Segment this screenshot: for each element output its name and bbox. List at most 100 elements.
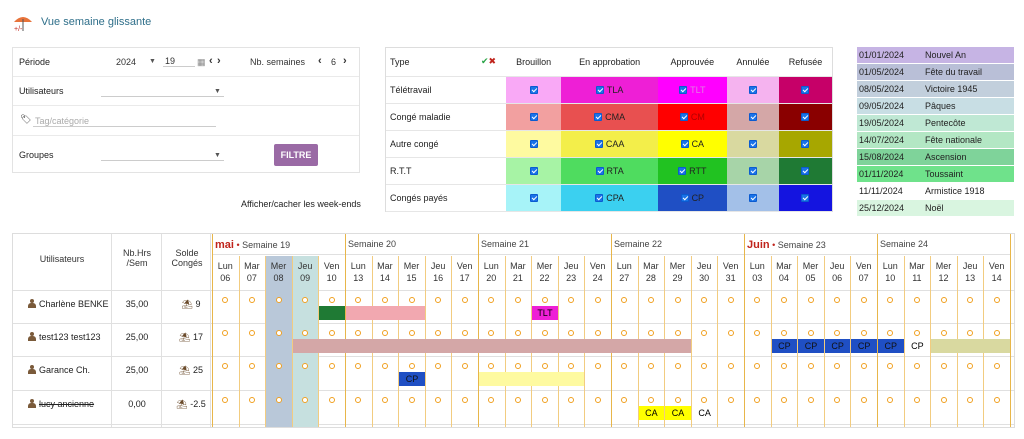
draft-checkbox[interactable]	[529, 166, 538, 175]
availability-dot[interactable]	[701, 330, 708, 336]
availability-dot[interactable]	[993, 330, 1000, 336]
pending-checkbox[interactable]	[594, 112, 603, 121]
availability-dot[interactable]	[461, 363, 468, 369]
availability-dot[interactable]	[302, 363, 309, 369]
availability-dot[interactable]	[727, 297, 734, 303]
pending-checkbox[interactable]	[595, 193, 604, 202]
check-icon[interactable]: ✔	[480, 56, 489, 67]
availability-dot[interactable]	[435, 397, 442, 403]
availability-dot[interactable]	[541, 330, 548, 336]
availability-dot[interactable]	[674, 363, 681, 369]
user-name[interactable]: lucy ancienne	[28, 399, 94, 409]
availability-dot[interactable]	[302, 330, 309, 336]
availability-dot[interactable]	[302, 397, 309, 403]
availability-dot[interactable]	[222, 397, 229, 403]
availability-dot[interactable]	[514, 397, 521, 403]
availability-dot[interactable]	[594, 297, 601, 303]
availability-dot[interactable]	[701, 397, 708, 403]
availability-dot[interactable]	[355, 297, 362, 303]
nb-weeks-increment-icon[interactable]: ›	[343, 55, 347, 67]
availability-dot[interactable]	[408, 297, 415, 303]
availability-dot[interactable]	[328, 397, 335, 403]
availability-dot[interactable]	[275, 330, 282, 336]
availability-dot[interactable]	[860, 330, 867, 336]
availability-dot[interactable]	[302, 297, 309, 303]
availability-dot[interactable]	[328, 297, 335, 303]
cancelled-checkbox[interactable]	[748, 139, 757, 148]
availability-dot[interactable]	[248, 297, 255, 303]
leave-bar[interactable]: CP	[399, 372, 425, 386]
availability-dot[interactable]	[488, 363, 495, 369]
availability-dot[interactable]	[913, 297, 920, 303]
availability-dot[interactable]	[887, 363, 894, 369]
availability-dot[interactable]	[621, 330, 628, 336]
availability-dot[interactable]	[967, 330, 974, 336]
availability-dot[interactable]	[514, 330, 521, 336]
approved-checkbox[interactable]	[680, 193, 689, 202]
leave-bar[interactable]: CP	[824, 339, 851, 353]
availability-dot[interactable]	[993, 363, 1000, 369]
availability-dot[interactable]	[621, 297, 628, 303]
availability-dot[interactable]	[807, 363, 814, 369]
availability-dot[interactable]	[834, 330, 841, 336]
availability-dot[interactable]	[701, 297, 708, 303]
leave-bar[interactable]	[319, 306, 345, 320]
refused-checkbox[interactable]	[801, 112, 810, 121]
availability-dot[interactable]	[834, 363, 841, 369]
availability-dot[interactable]	[913, 363, 920, 369]
availability-dot[interactable]	[461, 297, 468, 303]
draft-checkbox[interactable]	[529, 85, 538, 94]
availability-dot[interactable]	[541, 397, 548, 403]
week-input[interactable]: 19	[163, 55, 195, 67]
availability-dot[interactable]	[408, 330, 415, 336]
availability-dot[interactable]	[754, 297, 761, 303]
approved-checkbox[interactable]	[678, 166, 687, 175]
availability-dot[interactable]	[488, 397, 495, 403]
filter-button[interactable]: FILTRE	[274, 144, 318, 166]
prev-week-icon[interactable]: ‹	[209, 55, 213, 67]
draft-checkbox[interactable]	[529, 139, 538, 148]
availability-dot[interactable]	[541, 297, 548, 303]
pending-checkbox[interactable]	[594, 139, 603, 148]
availability-dot[interactable]	[647, 297, 654, 303]
availability-dot[interactable]	[514, 297, 521, 303]
availability-dot[interactable]	[940, 297, 947, 303]
availability-dot[interactable]	[674, 297, 681, 303]
draft-checkbox[interactable]	[529, 112, 538, 121]
availability-dot[interactable]	[222, 330, 229, 336]
leave-bar[interactable]	[479, 372, 585, 386]
availability-dot[interactable]	[568, 397, 575, 403]
groups-select[interactable]	[101, 149, 224, 161]
availability-dot[interactable]	[514, 363, 521, 369]
user-name[interactable]: Garance Ch.	[28, 365, 90, 375]
availability-dot[interactable]	[381, 397, 388, 403]
availability-dot[interactable]	[435, 363, 442, 369]
pending-checkbox[interactable]	[595, 85, 604, 94]
availability-dot[interactable]	[780, 363, 787, 369]
availability-dot[interactable]	[967, 363, 974, 369]
availability-dot[interactable]	[807, 397, 814, 403]
tag-input[interactable]: Tag/catégorie	[33, 115, 216, 127]
availability-dot[interactable]	[727, 397, 734, 403]
leave-bar[interactable]: CP	[851, 339, 877, 353]
user-name[interactable]: Charlène BENKE	[28, 299, 109, 309]
calendar-icon[interactable]: ▦	[197, 57, 206, 67]
pending-checkbox[interactable]	[595, 166, 604, 175]
weekend-toggle-link[interactable]: Afficher/cacher les week-ends	[241, 199, 361, 209]
availability-dot[interactable]	[328, 330, 335, 336]
availability-dot[interactable]	[275, 397, 282, 403]
leave-bar[interactable]: CP	[798, 339, 824, 353]
availability-dot[interactable]	[381, 363, 388, 369]
availability-dot[interactable]	[647, 330, 654, 336]
availability-dot[interactable]	[780, 330, 787, 336]
leave-bar[interactable]: CA	[665, 406, 691, 420]
cancelled-checkbox[interactable]	[748, 85, 757, 94]
approved-checkbox[interactable]	[680, 139, 689, 148]
availability-dot[interactable]	[940, 330, 947, 336]
availability-dot[interactable]	[647, 363, 654, 369]
availability-dot[interactable]	[727, 363, 734, 369]
leave-bar[interactable]: CA	[691, 406, 718, 420]
availability-dot[interactable]	[701, 363, 708, 369]
availability-dot[interactable]	[355, 330, 362, 336]
availability-dot[interactable]	[780, 297, 787, 303]
